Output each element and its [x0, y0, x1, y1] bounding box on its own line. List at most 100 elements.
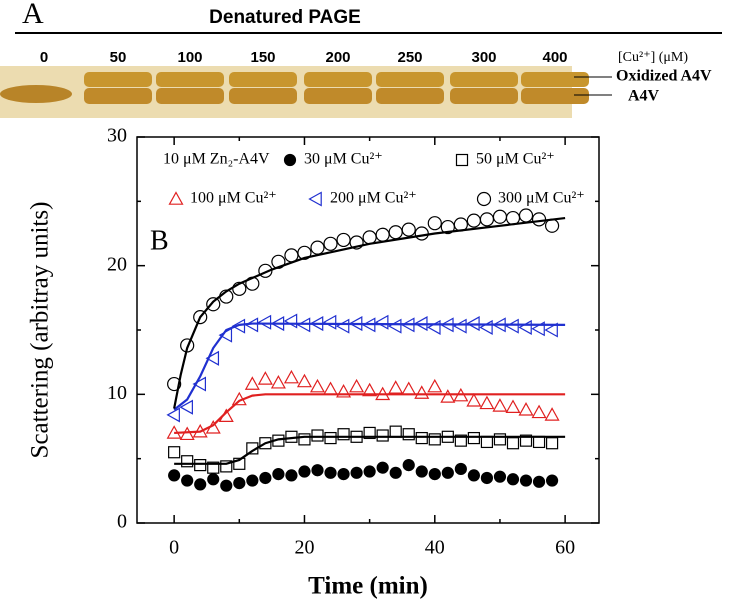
point — [362, 382, 378, 397]
band — [376, 72, 444, 87]
x-tick-label: 20 — [294, 537, 314, 559]
legend-label: 100 μM Cu²⁺ — [190, 190, 277, 207]
point — [168, 446, 181, 459]
point — [492, 398, 508, 412]
point — [479, 319, 493, 335]
legend-marker — [308, 191, 322, 207]
point — [362, 230, 377, 245]
band — [156, 88, 224, 104]
point — [492, 209, 508, 224]
point — [194, 478, 207, 491]
point — [479, 395, 495, 410]
point — [388, 380, 404, 394]
band — [304, 72, 372, 87]
y-axis-label: Scattering (arbitray units) — [27, 202, 54, 459]
band — [376, 88, 444, 104]
lane-label: 0 — [40, 49, 48, 66]
point — [311, 464, 324, 477]
point — [428, 433, 441, 446]
point — [270, 375, 286, 389]
point — [363, 465, 376, 478]
lane-label: 250 — [397, 49, 422, 66]
point — [194, 459, 207, 472]
point — [283, 369, 299, 384]
point — [374, 314, 389, 330]
point — [232, 281, 247, 296]
band — [229, 88, 297, 104]
point — [298, 433, 311, 446]
lane-axis-label: [Cu²⁺] (μM) — [618, 50, 688, 65]
fit-line — [173, 322, 566, 411]
point — [337, 468, 350, 481]
point — [272, 468, 285, 481]
point — [296, 373, 312, 388]
point — [506, 473, 520, 486]
point — [220, 479, 233, 492]
point — [389, 466, 402, 479]
point — [233, 457, 246, 470]
point — [323, 381, 339, 395]
band — [304, 88, 372, 104]
band — [84, 72, 152, 87]
point — [466, 393, 482, 407]
point — [519, 474, 533, 487]
point — [467, 469, 480, 482]
point — [518, 319, 532, 335]
point — [349, 235, 364, 250]
point — [349, 378, 365, 393]
point — [493, 470, 507, 483]
point — [244, 376, 260, 390]
band — [450, 88, 518, 104]
legend-label: 50 μM Cu²⁺ — [476, 151, 555, 168]
point — [298, 465, 311, 478]
point — [545, 474, 559, 487]
x-tick-label: 40 — [425, 537, 445, 559]
legend-marker — [476, 191, 492, 207]
point — [415, 431, 428, 445]
point — [414, 385, 430, 399]
band — [521, 88, 589, 104]
point — [179, 426, 195, 441]
x-axis-label: Time (min) — [308, 573, 428, 600]
point — [297, 245, 312, 260]
point — [233, 477, 246, 490]
point — [310, 240, 325, 255]
band-label: A4V — [628, 88, 660, 105]
point — [440, 389, 456, 403]
point — [337, 428, 350, 441]
point — [480, 471, 494, 485]
point — [309, 378, 326, 393]
point — [402, 459, 415, 472]
point — [207, 473, 220, 486]
point — [427, 216, 442, 231]
point — [401, 222, 416, 237]
gel-lanes — [0, 72, 589, 104]
band-label: Oxidized A4V — [616, 68, 712, 85]
panel-label: B — [150, 225, 169, 256]
band — [84, 88, 152, 104]
point — [505, 318, 519, 334]
point — [505, 399, 521, 413]
point — [283, 313, 298, 329]
point — [427, 319, 441, 335]
point — [428, 468, 441, 481]
point — [167, 376, 182, 392]
point — [519, 434, 533, 447]
x-tick-label: 0 — [169, 537, 179, 559]
point — [257, 371, 273, 385]
point — [350, 466, 363, 479]
fit-line — [174, 393, 566, 435]
point — [480, 435, 494, 449]
point — [322, 314, 337, 330]
legend-label: 300 μM Cu²⁺ — [498, 190, 585, 207]
point — [181, 474, 194, 487]
point — [531, 404, 547, 419]
legend-marker — [283, 153, 297, 167]
point — [181, 455, 194, 468]
point — [220, 460, 233, 473]
point — [193, 310, 208, 325]
x-tick-label: 60 — [555, 537, 575, 559]
legend-label: 200 μM Cu²⁺ — [330, 190, 417, 207]
